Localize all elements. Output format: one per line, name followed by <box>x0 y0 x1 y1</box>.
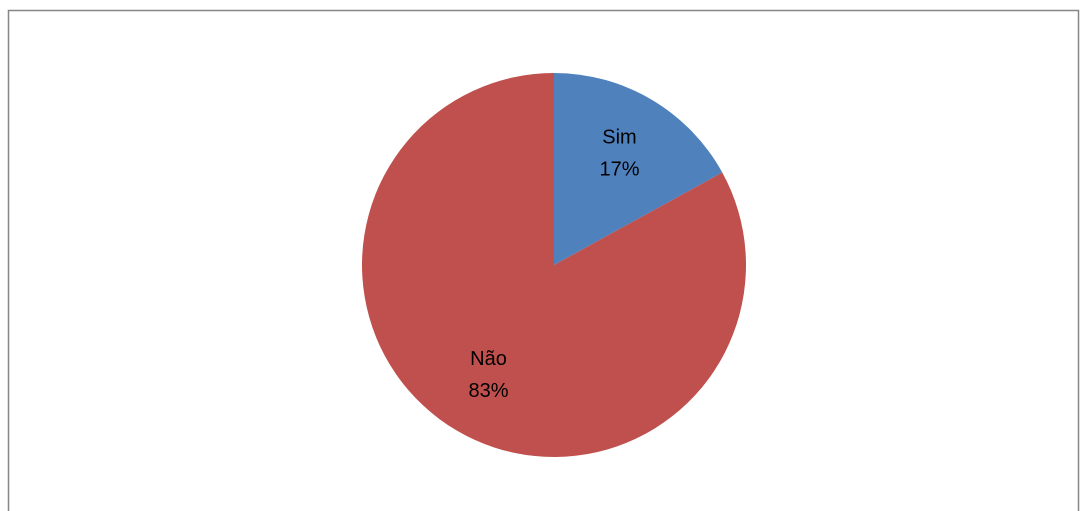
slice-category-label: Sim <box>602 127 636 149</box>
slice-value-label: 83% <box>469 380 509 402</box>
slice-category-label: Não <box>470 348 507 370</box>
pie-slice <box>361 73 746 457</box>
pie-slice <box>554 73 723 265</box>
slice-value-label: 17% <box>599 159 639 181</box>
